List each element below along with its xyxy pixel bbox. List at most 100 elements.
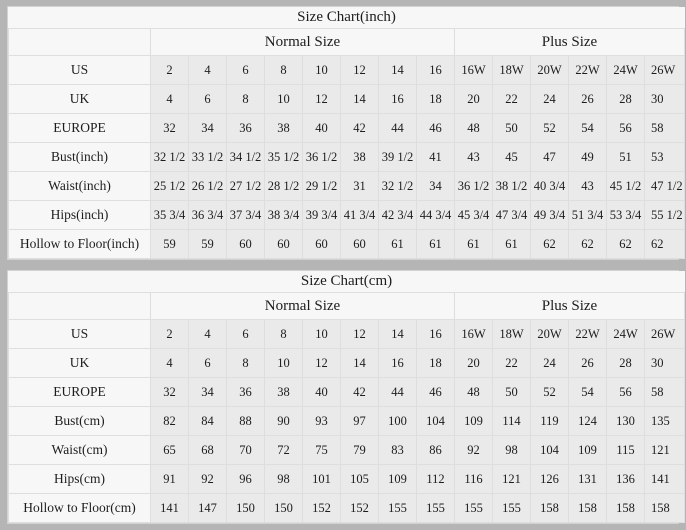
table-cell: 72 — [264, 435, 303, 465]
table-cell: 88 — [226, 406, 265, 436]
row-label: Hollow to Floor(inch) — [8, 229, 151, 259]
table-cell: 59 — [188, 229, 227, 259]
table-cell: 114 — [492, 406, 531, 436]
table-cell: 45 3/4 — [454, 200, 493, 230]
table-cell: 20W — [530, 319, 569, 349]
row-label: Bust(inch) — [8, 142, 151, 172]
size-table-body-cm: Size Chart(cm) Normal Size Plus Size US 2 4 6 8… — [8, 271, 686, 523]
table-cell: 105 — [340, 464, 379, 494]
group-header-normal-size: Normal Size — [150, 292, 455, 320]
row-label: Waist(cm) — [8, 435, 151, 465]
table-cell: 158 — [568, 493, 607, 523]
table-cell: 42 3/4 — [378, 200, 417, 230]
table-cell: 24W — [606, 319, 645, 349]
table-cell: 82 — [150, 406, 189, 436]
table-cell: 30 — [643, 348, 686, 378]
table-cell: 18 — [416, 84, 455, 114]
table-cell: 12 — [340, 55, 379, 85]
table-cell: 16 — [416, 319, 455, 349]
table-cell: 121 — [643, 435, 686, 465]
table-cell: 54 — [568, 377, 607, 407]
table-cell: 109 — [378, 464, 417, 494]
table-cell: 20 — [454, 348, 493, 378]
table-cell: 10 — [264, 348, 303, 378]
table-cell: 48 — [454, 377, 493, 407]
table-cell: 8 — [226, 84, 265, 114]
table-cell: 29 1/2 — [302, 171, 341, 201]
table-cell: 12 — [340, 319, 379, 349]
table-cell: 61 — [416, 229, 455, 259]
row-label: UK — [8, 84, 151, 114]
table-cell: 158 — [643, 493, 686, 523]
table-cell: 24 — [530, 84, 569, 114]
table-cell: 121 — [492, 464, 531, 494]
table-cell: 43 — [568, 171, 607, 201]
table-row: Bust(inch) 32 1/2 33 1/2 34 1/2 35 1/2 36 1/2… — [8, 142, 686, 172]
group-header-corner — [8, 292, 151, 320]
table-cell: 96 — [226, 464, 265, 494]
table-cell: 90 — [264, 406, 303, 436]
table-cell: 62 — [530, 229, 569, 259]
table-cell: 98 — [492, 435, 531, 465]
table-row: UK 4 6 8 10 12 14 16 18 20 22 24 26 28 30 — [8, 84, 686, 114]
table-cell: 18W — [492, 55, 531, 85]
table-cell: 56 — [606, 113, 645, 143]
table-cell: 28 — [606, 348, 645, 378]
table-cell: 8 — [264, 319, 303, 349]
table-cell: 52 — [530, 113, 569, 143]
size-chart-inch: Size Chart(inch) Normal Size Plus Size US 2 4… — [7, 6, 686, 260]
group-header-plus-size: Plus Size — [453, 28, 686, 56]
table-cell: 141 — [643, 464, 686, 494]
table-cell: 18W — [492, 319, 531, 349]
table-cell: 22W — [568, 319, 607, 349]
table-cell: 46 — [416, 113, 455, 143]
table-cell: 28 1/2 — [264, 171, 303, 201]
table-cell: 4 — [150, 84, 189, 114]
table-cell: 53 — [643, 142, 686, 172]
table-cell: 37 3/4 — [226, 200, 265, 230]
table-cell: 45 — [492, 142, 531, 172]
table-cell: 79 — [340, 435, 379, 465]
table-row: Waist(inch) 25 1/2 26 1/2 27 1/2 28 1/2 29 1/… — [8, 171, 686, 201]
table-cell: 4 — [150, 348, 189, 378]
table-cell: 62 — [568, 229, 607, 259]
chart-title: Size Chart(cm) — [8, 271, 685, 293]
table-cell: 36 1/2 — [454, 171, 493, 201]
table-cell: 131 — [568, 464, 607, 494]
chart-title: Size Chart(inch) — [8, 7, 685, 29]
table-cell: 101 — [302, 464, 341, 494]
table-cell: 109 — [454, 406, 493, 436]
table-cell: 38 3/4 — [264, 200, 303, 230]
table-cell: 92 — [188, 464, 227, 494]
table-cell: 25 1/2 — [150, 171, 189, 201]
table-cell: 130 — [606, 406, 645, 436]
table-cell: 56 — [606, 377, 645, 407]
table-cell: 155 — [492, 493, 531, 523]
table-cell: 36 3/4 — [188, 200, 227, 230]
table-cell: 55 1/2 — [643, 200, 686, 230]
table-cell: 4 — [188, 55, 227, 85]
table-cell: 39 1/2 — [378, 142, 417, 172]
table-cell: 42 — [340, 113, 379, 143]
table-cell: 50 — [492, 377, 531, 407]
table-cell: 26 — [568, 348, 607, 378]
table-cell: 38 1/2 — [492, 171, 531, 201]
table-cell: 32 — [150, 377, 189, 407]
table-cell: 24 — [530, 348, 569, 378]
table-cell: 48 — [454, 113, 493, 143]
table-cell: 150 — [226, 493, 265, 523]
table-cell: 97 — [340, 406, 379, 436]
table-cell: 155 — [454, 493, 493, 523]
table-cell: 60 — [264, 229, 303, 259]
table-cell: 158 — [530, 493, 569, 523]
group-header-corner — [8, 28, 151, 56]
table-cell: 116 — [454, 464, 493, 494]
table-cell: 36 1/2 — [302, 142, 341, 172]
table-cell: 59 — [150, 229, 189, 259]
group-header-row: Normal Size Plus Size — [8, 292, 686, 320]
table-cell: 40 — [302, 377, 341, 407]
table-cell: 104 — [416, 406, 455, 436]
table-cell: 115 — [606, 435, 645, 465]
table-cell: 28 — [606, 84, 645, 114]
